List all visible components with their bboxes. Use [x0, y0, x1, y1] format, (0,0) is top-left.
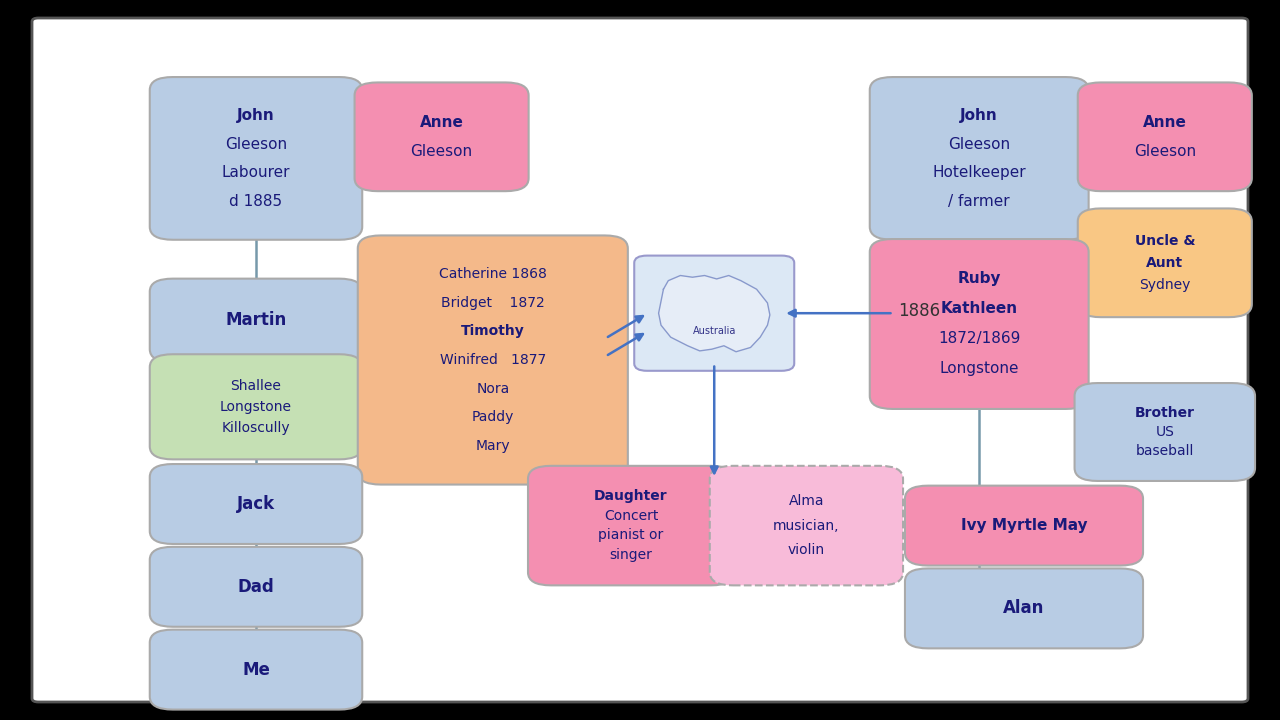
Text: musician,: musician, — [773, 518, 840, 533]
Text: Nora: Nora — [476, 382, 509, 395]
Text: Me: Me — [242, 661, 270, 678]
Text: Sydney: Sydney — [1139, 278, 1190, 292]
Text: Anne: Anne — [420, 114, 463, 130]
Text: Concert: Concert — [604, 509, 658, 523]
FancyBboxPatch shape — [529, 466, 735, 585]
Text: Aunt: Aunt — [1146, 256, 1184, 270]
FancyBboxPatch shape — [709, 466, 904, 585]
Text: violin: violin — [787, 543, 826, 557]
Text: Australia: Australia — [692, 326, 736, 336]
FancyBboxPatch shape — [870, 77, 1089, 240]
Text: Mary: Mary — [475, 439, 511, 453]
Text: Daughter: Daughter — [594, 490, 668, 503]
Text: John: John — [237, 108, 275, 123]
FancyBboxPatch shape — [358, 235, 627, 485]
FancyBboxPatch shape — [870, 239, 1089, 409]
Text: Dad: Dad — [238, 577, 274, 596]
FancyBboxPatch shape — [150, 629, 362, 710]
Text: Alma: Alma — [788, 494, 824, 508]
FancyBboxPatch shape — [1075, 383, 1254, 481]
FancyBboxPatch shape — [905, 569, 1143, 648]
Text: US: US — [1156, 425, 1174, 439]
Text: John: John — [960, 108, 998, 123]
FancyBboxPatch shape — [150, 547, 362, 626]
Text: Ruby: Ruby — [957, 271, 1001, 287]
Text: Hotelkeeper: Hotelkeeper — [932, 165, 1027, 180]
Text: d 1885: d 1885 — [229, 194, 283, 209]
FancyBboxPatch shape — [150, 354, 362, 459]
Text: pianist or: pianist or — [599, 528, 663, 542]
Text: Uncle &: Uncle & — [1134, 234, 1196, 248]
FancyBboxPatch shape — [150, 279, 362, 362]
Text: 1872/1869: 1872/1869 — [938, 331, 1020, 346]
Text: 1886: 1886 — [899, 302, 940, 320]
Text: Martin: Martin — [225, 311, 287, 329]
Text: Gleeson: Gleeson — [948, 137, 1010, 152]
Text: Jack: Jack — [237, 495, 275, 513]
FancyBboxPatch shape — [1078, 209, 1252, 317]
Text: Catherine 1868: Catherine 1868 — [439, 267, 547, 281]
Text: Labourer: Labourer — [221, 165, 291, 180]
FancyBboxPatch shape — [1078, 82, 1252, 191]
Text: Bridget    1872: Bridget 1872 — [440, 296, 545, 310]
Text: Kathleen: Kathleen — [941, 302, 1018, 317]
Text: Gleeson: Gleeson — [411, 144, 472, 159]
Text: Longstone: Longstone — [220, 400, 292, 414]
Text: Anne: Anne — [1143, 114, 1187, 130]
Text: singer: singer — [609, 548, 653, 562]
Text: Winifred   1877: Winifred 1877 — [439, 353, 547, 367]
Text: Longstone: Longstone — [940, 361, 1019, 377]
Polygon shape — [659, 276, 769, 352]
Text: Alan: Alan — [1004, 599, 1044, 618]
FancyBboxPatch shape — [150, 77, 362, 240]
Text: Gleeson: Gleeson — [1134, 144, 1196, 159]
FancyBboxPatch shape — [355, 82, 529, 191]
Text: Timothy: Timothy — [461, 325, 525, 338]
Text: Killoscully: Killoscully — [221, 420, 291, 435]
FancyBboxPatch shape — [905, 485, 1143, 566]
FancyBboxPatch shape — [635, 256, 794, 371]
Text: Brother: Brother — [1135, 406, 1194, 420]
FancyBboxPatch shape — [150, 464, 362, 544]
Text: / farmer: / farmer — [948, 194, 1010, 209]
Text: Paddy: Paddy — [471, 410, 515, 424]
Text: Shallee: Shallee — [230, 379, 282, 393]
Text: Gleeson: Gleeson — [225, 137, 287, 152]
Text: Ivy Myrtle May: Ivy Myrtle May — [961, 518, 1087, 533]
Text: baseball: baseball — [1135, 444, 1194, 458]
